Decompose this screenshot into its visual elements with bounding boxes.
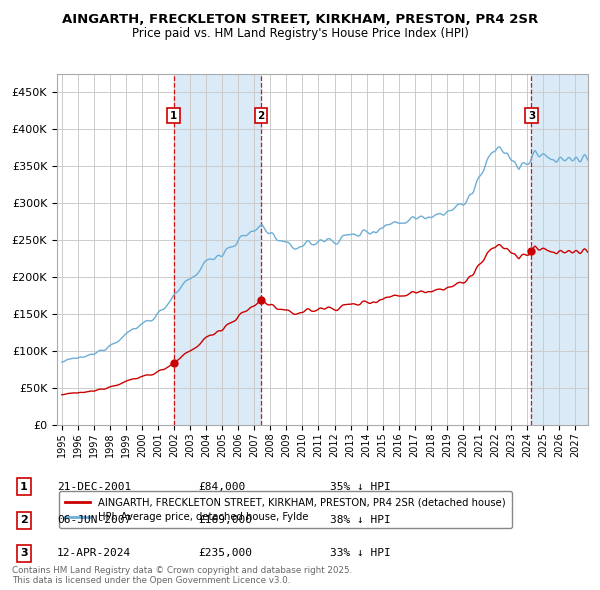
Text: 21-DEC-2001: 21-DEC-2001	[57, 482, 131, 491]
Text: 3: 3	[528, 111, 535, 121]
Text: Contains HM Land Registry data © Crown copyright and database right 2025.
This d: Contains HM Land Registry data © Crown c…	[12, 566, 352, 585]
Bar	[532, 74, 588, 425]
Text: 1: 1	[170, 111, 177, 121]
Text: £235,000: £235,000	[198, 549, 252, 558]
Text: 38% ↓ HPI: 38% ↓ HPI	[330, 516, 391, 525]
Text: 12-APR-2024: 12-APR-2024	[57, 549, 131, 558]
Bar	[173, 74, 261, 425]
Text: Price paid vs. HM Land Registry's House Price Index (HPI): Price paid vs. HM Land Registry's House …	[131, 27, 469, 40]
Text: 2: 2	[20, 516, 28, 525]
Text: £84,000: £84,000	[198, 482, 245, 491]
Text: £169,000: £169,000	[198, 516, 252, 525]
Text: 33% ↓ HPI: 33% ↓ HPI	[330, 549, 391, 558]
Text: AINGARTH, FRECKLETON STREET, KIRKHAM, PRESTON, PR4 2SR: AINGARTH, FRECKLETON STREET, KIRKHAM, PR…	[62, 13, 538, 26]
Text: 3: 3	[20, 549, 28, 558]
Text: 35% ↓ HPI: 35% ↓ HPI	[330, 482, 391, 491]
Text: 06-JUN-2007: 06-JUN-2007	[57, 516, 131, 525]
Text: 1: 1	[20, 482, 28, 491]
Legend: AINGARTH, FRECKLETON STREET, KIRKHAM, PRESTON, PR4 2SR (detached house), HPI: Av: AINGARTH, FRECKLETON STREET, KIRKHAM, PR…	[59, 491, 512, 528]
Text: 2: 2	[257, 111, 265, 121]
Bar	[532, 74, 588, 425]
